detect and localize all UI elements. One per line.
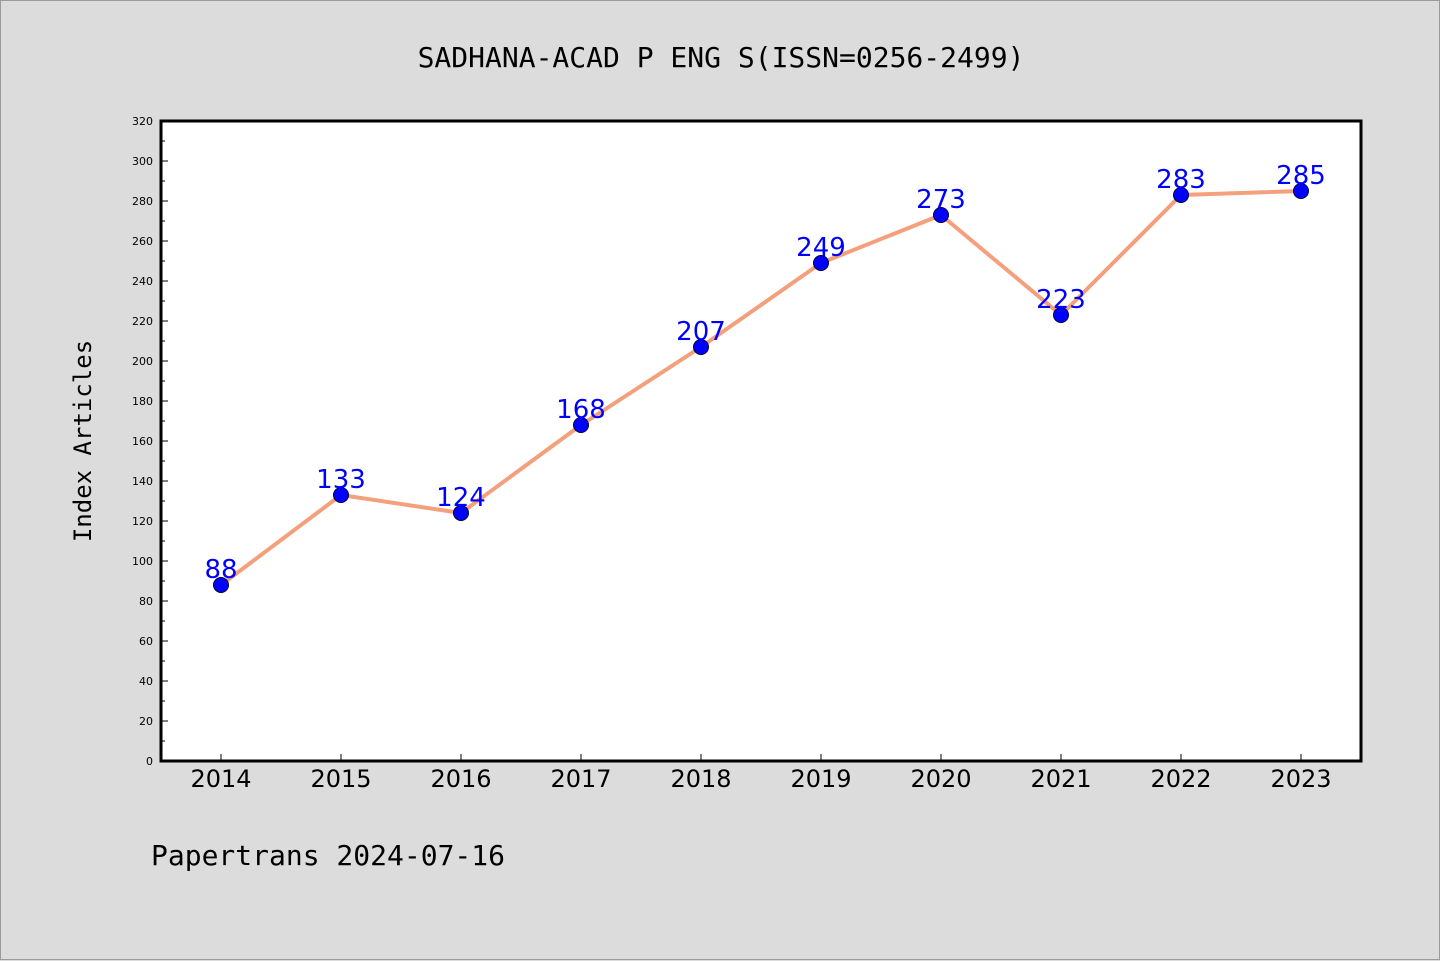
x-tick-label: 2017: [550, 765, 611, 793]
data-point: [693, 339, 709, 355]
y-tick-label: 140: [132, 475, 153, 488]
data-label: 168: [556, 395, 606, 425]
x-tick-label: 2023: [1270, 765, 1331, 793]
y-tick-label: 280: [132, 195, 153, 208]
footer-text: Papertrans 2024-07-16: [151, 839, 505, 872]
y-tick-label: 100: [132, 555, 153, 568]
data-label: 223: [1036, 285, 1086, 315]
data-point: [573, 417, 589, 433]
data-point: [1053, 307, 1069, 323]
y-tick-label: 0: [146, 755, 153, 768]
y-tick-label: 300: [132, 155, 153, 168]
y-tick-label: 200: [132, 355, 153, 368]
x-tick-label: 2014: [190, 765, 251, 793]
x-tick-label: 2018: [670, 765, 731, 793]
x-tick-label: 2022: [1150, 765, 1211, 793]
data-label: 273: [916, 185, 966, 215]
plot-area: [161, 121, 1361, 761]
y-tick-label: 80: [139, 595, 153, 608]
x-tick-label: 2021: [1030, 765, 1091, 793]
x-tick-label: 2015: [310, 765, 371, 793]
plot-frame: [159, 119, 1363, 763]
y-tick-label: 60: [139, 635, 153, 648]
y-tick-label: 160: [132, 435, 153, 448]
y-tick-label: 220: [132, 315, 153, 328]
x-tick-label: 2016: [430, 765, 491, 793]
y-tick-label: 260: [132, 235, 153, 248]
data-point: [1173, 187, 1189, 203]
y-tick-label: 320: [132, 115, 153, 128]
series-line: [219, 189, 1303, 587]
x-tick-label: 2020: [910, 765, 971, 793]
x-tick-label: 2019: [790, 765, 851, 793]
data-label: 283: [1156, 165, 1206, 195]
data-point: [333, 487, 349, 503]
series-layer: 88 133 124 168 207 249 273 223 283 285: [204, 161, 1326, 593]
y-tick-label: 180: [132, 395, 153, 408]
x-axis-ticks: 2014 2015 2016 2017 2018 2019 2020 2021 2022 2023: [190, 754, 1332, 793]
data-point: [213, 577, 229, 593]
data-label: 249: [796, 233, 846, 263]
data-label: 133: [316, 465, 366, 495]
y-tick-label: 240: [132, 275, 153, 288]
data-point: [1293, 183, 1309, 199]
data-point: [933, 207, 949, 223]
data-label: 285: [1276, 161, 1326, 191]
data-point: [453, 505, 469, 521]
chart-title: SADHANA-ACAD P ENG S(ISSN=0256-2499): [418, 41, 1025, 74]
y-tick-label: 40: [139, 675, 153, 688]
data-label: 88: [204, 555, 237, 585]
y-tick-label: 120: [132, 515, 153, 528]
data-label: 124: [436, 483, 486, 513]
data-label: 207: [676, 317, 726, 347]
y-tick-label: 20: [139, 715, 153, 728]
data-point: [813, 255, 829, 271]
y-axis-label: Index Articles: [69, 340, 97, 542]
